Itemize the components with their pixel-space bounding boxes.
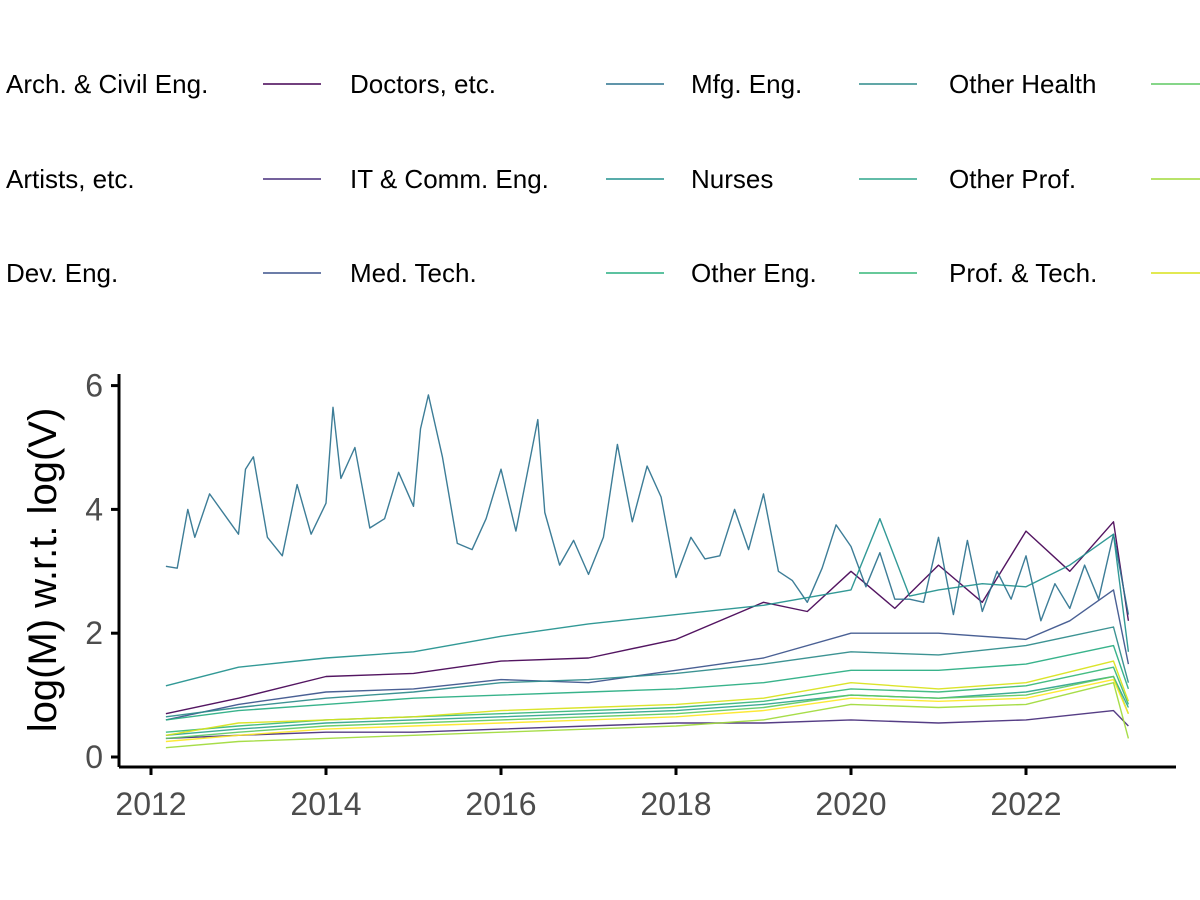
legend-item-mfg-eng: Mfg. Eng. (691, 69, 917, 99)
legend-item-artists-etc: Artists, etc. (6, 164, 321, 194)
legend-label: IT & Comm. Eng. (350, 164, 549, 194)
legend-label: Other Health (949, 69, 1096, 99)
series-line-it-and-comm-eng (165, 518, 1130, 687)
legend-label: Prof. & Tech. (949, 258, 1097, 288)
legend-label: Med. Tech. (350, 258, 477, 288)
series-line-artists-etc (165, 709, 1129, 740)
x-tick-label-2014: 2014 (290, 786, 361, 822)
plot-area: 2012 2014 2016 2018 2020 2022 0 2 4 6 (85, 368, 1176, 822)
x-tick-label-2012: 2012 (115, 786, 186, 822)
series-line-doctors-etc (165, 394, 1130, 622)
series-line-nurses (165, 675, 1130, 736)
y-tick-label-6: 6 (85, 368, 103, 404)
legend-item-it-and-comm-eng: IT & Comm. Eng. (350, 164, 664, 194)
series-line-other-prof (165, 682, 1130, 749)
legend-label: Other Prof. (949, 164, 1076, 194)
legend-label: Other Eng. (691, 258, 817, 288)
series-line-other-health (165, 675, 1130, 740)
legend-label: Arch. & Civil Eng. (6, 69, 208, 99)
x-tick-label-2022: 2022 (990, 786, 1061, 822)
legend-item-med-tech: Med. Tech. (350, 258, 664, 288)
series-line-arch-and-civil-eng (165, 521, 1130, 715)
y-tick-label-4: 4 (85, 491, 103, 527)
legend-item-doctors-etc: Doctors, etc. (350, 69, 664, 99)
series-lines (165, 394, 1130, 749)
y-axis-ticks: 0 2 4 6 (85, 368, 119, 775)
x-tick-label-2020: 2020 (815, 786, 886, 822)
series-line-med-tech (165, 644, 1130, 721)
legend-item-prof-and-tech: Prof. & Tech. (949, 258, 1200, 288)
legend: Arch. & Civil Eng. Artists, etc. Dev. Eng.… (6, 69, 1200, 288)
series-line-mfg-eng (165, 626, 1130, 718)
x-axis-ticks: 2012 2014 2016 2018 2020 2022 (115, 767, 1062, 822)
series-line-prof-and-tech (165, 660, 1130, 736)
legend-item-other-health: Other Health (949, 69, 1200, 99)
series-line-unlabeled-12 (165, 678, 1130, 743)
y-tick-label-2: 2 (85, 615, 103, 651)
legend-item-other-eng: Other Eng. (691, 258, 917, 288)
y-tick-label-0: 0 (85, 739, 103, 775)
legend-label: Dev. Eng. (6, 258, 118, 288)
legend-item-arch-and-civil-eng: Arch. & Civil Eng. (6, 69, 321, 99)
series-line-dev-eng (165, 589, 1130, 721)
legend-item-dev-eng: Dev. Eng. (6, 258, 321, 288)
x-tick-label-2016: 2016 (465, 786, 536, 822)
y-axis-title: log(M) w.r.t. log(V) (21, 408, 65, 733)
legend-label: Nurses (691, 164, 773, 194)
legend-item-nurses: Nurses (691, 164, 917, 194)
legend-item-other-prof: Other Prof. (949, 164, 1200, 194)
x-tick-label-2018: 2018 (640, 786, 711, 822)
legend-label: Doctors, etc. (350, 69, 496, 99)
legend-label: Artists, etc. (6, 164, 135, 194)
legend-label: Mfg. Eng. (691, 69, 802, 99)
